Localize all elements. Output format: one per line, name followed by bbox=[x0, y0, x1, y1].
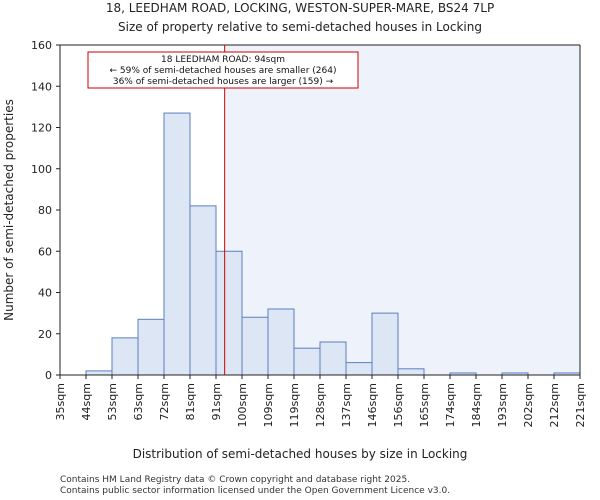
x-tick-label-35sqm: 35sqm bbox=[54, 383, 67, 420]
bar-137sqm bbox=[345, 362, 373, 376]
chart-title-line1: 18, LEEDHAM ROAD, LOCKING, WESTON-SUPER-… bbox=[106, 1, 494, 15]
y-tick-label-20: 20 bbox=[38, 328, 52, 341]
x-tick-label-156sqm: 156sqm bbox=[392, 383, 405, 427]
x-tick-label-193sqm: 193sqm bbox=[496, 383, 509, 427]
x-tick-label-63sqm: 63sqm bbox=[132, 383, 145, 420]
x-tick-label-128sqm: 128sqm bbox=[314, 383, 327, 427]
y-tick-label-160: 160 bbox=[31, 39, 52, 52]
x-tick-label-202sqm: 202sqm bbox=[522, 383, 535, 427]
x-tick-label-44sqm: 44sqm bbox=[80, 383, 93, 420]
x-tick-label-212sqm: 212sqm bbox=[548, 383, 561, 427]
annotation-box bbox=[87, 51, 359, 89]
footer-line2: Contains public sector information licen… bbox=[60, 486, 450, 496]
y-tick-label-100: 100 bbox=[31, 163, 52, 176]
x-tick-label-221sqm: 221sqm bbox=[574, 383, 587, 427]
y-tick-label-40: 40 bbox=[38, 287, 52, 300]
bar-63sqm bbox=[137, 318, 165, 376]
y-tick-label-120: 120 bbox=[31, 122, 52, 135]
x-tick-label-72sqm: 72sqm bbox=[158, 383, 171, 420]
x-tick-label-109sqm: 109sqm bbox=[262, 383, 275, 427]
y-tick-label-140: 140 bbox=[31, 80, 52, 93]
x-tick-label-174sqm: 174sqm bbox=[444, 383, 457, 427]
bar-146sqm bbox=[371, 312, 399, 376]
x-tick-label-81sqm: 81sqm bbox=[184, 383, 197, 420]
bar-100sqm bbox=[241, 316, 269, 376]
annotation-line2: ← 59% of semi-detached houses are smalle… bbox=[110, 66, 337, 76]
x-tick-label-53sqm: 53sqm bbox=[106, 383, 119, 420]
bar-156sqm bbox=[397, 368, 425, 376]
footer-line1: Contains HM Land Registry data © Crown c… bbox=[60, 475, 410, 485]
x-tick-label-91sqm: 91sqm bbox=[210, 383, 223, 420]
bar-72sqm bbox=[163, 112, 191, 376]
x-axis-label: Distribution of semi-detached houses by … bbox=[133, 447, 468, 461]
annotation-line3: 36% of semi-detached houses are larger (… bbox=[113, 77, 334, 87]
bar-91sqm bbox=[215, 250, 243, 376]
chart-title-line2: Size of property relative to semi-detach… bbox=[118, 20, 482, 34]
annotation-line1: 18 LEEDHAM ROAD: 94sqm bbox=[161, 55, 285, 65]
x-tick-label-119sqm: 119sqm bbox=[288, 383, 301, 427]
y-tick-label-80: 80 bbox=[38, 204, 52, 217]
plot-area: 0 20 40 60 80 100 120 140 160 35sqm 44sqm 53sqm 63sq… bbox=[31, 39, 587, 427]
bar-53sqm bbox=[111, 337, 139, 376]
y-tick-label-60: 60 bbox=[38, 245, 52, 258]
x-tick-label-137sqm: 137sqm bbox=[340, 383, 353, 427]
x-tick-label-146sqm: 146sqm bbox=[366, 383, 379, 427]
x-tick-label-184sqm: 184sqm bbox=[470, 383, 483, 427]
bar-119sqm bbox=[293, 347, 321, 376]
y-tick-label-0: 0 bbox=[45, 369, 52, 382]
x-tick-label-165sqm: 165sqm bbox=[418, 383, 431, 427]
bar-128sqm bbox=[319, 341, 347, 376]
x-tick-label-100sqm: 100sqm bbox=[236, 383, 249, 427]
bar-109sqm bbox=[267, 308, 295, 376]
bar-81sqm bbox=[189, 205, 217, 376]
y-axis-label: Number of semi-detached properties bbox=[2, 99, 16, 321]
bar-44sqm bbox=[85, 370, 113, 376]
